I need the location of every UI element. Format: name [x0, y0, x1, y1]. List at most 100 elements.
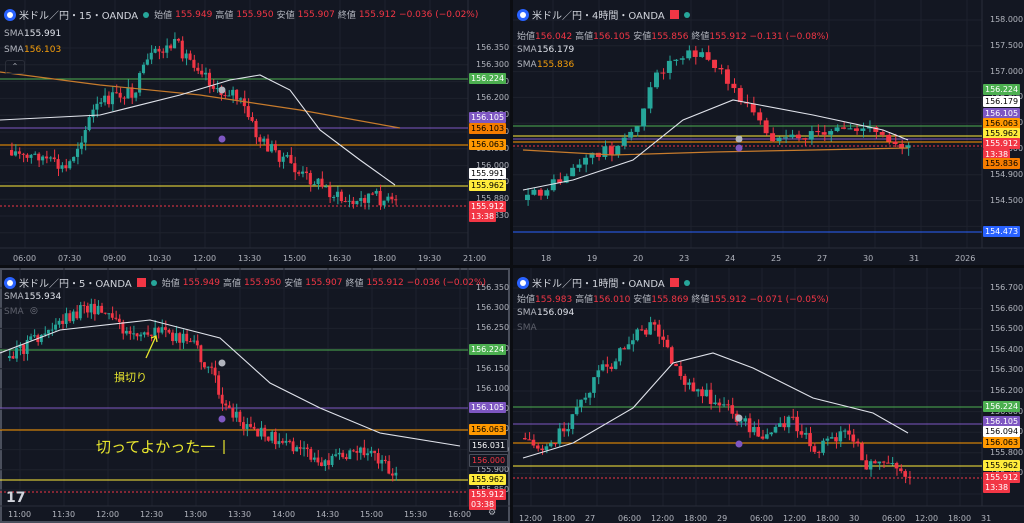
sma-legend-1[interactable]: SMA155.991 [4, 29, 62, 39]
sma-legend-1[interactable]: SMA155.934 [4, 292, 62, 302]
price-tag[interactable]: 155.962 [983, 460, 1021, 471]
candle-body [213, 367, 217, 376]
candle-body [881, 461, 886, 463]
sma-line-white[interactable] [0, 74, 396, 186]
candle-body [343, 201, 347, 203]
symbol-label[interactable]: 米ドル／円・4時間・OANDA [532, 11, 665, 22]
price-tag[interactable]: 156.000 [469, 454, 509, 467]
alert-purple-icon[interactable] [735, 144, 743, 152]
alert-clock-icon[interactable] [218, 86, 226, 94]
candle-body [304, 171, 308, 173]
alert-clock-icon[interactable] [735, 135, 743, 143]
price-tick-label: 156.500 [990, 324, 1024, 334]
price-tag[interactable]: 155.836 [983, 158, 1021, 169]
candle-body [262, 138, 266, 142]
settings-gear-icon[interactable]: ⚙ [488, 508, 497, 518]
candle-body [254, 120, 258, 138]
price-tag[interactable]: 13:38 [983, 482, 1011, 493]
alert-purple-icon[interactable] [218, 415, 226, 423]
chart-header: 米ドル／円・1時間・OANDA [517, 275, 692, 290]
price-tag[interactable]: 154.473 [983, 226, 1021, 237]
sma-line-orange[interactable] [522, 147, 909, 156]
alert-clock-icon[interactable] [735, 414, 743, 422]
price-tag[interactable]: 156.179 [983, 96, 1021, 107]
sma-line-white[interactable] [522, 352, 909, 459]
candle-body [609, 366, 614, 369]
sma-line-white[interactable] [0, 319, 461, 447]
price-tag[interactable]: 155.912 [983, 138, 1021, 149]
candle-body [678, 366, 683, 376]
chart-panel-1h[interactable]: 米ドル／円・1時間・OANDA 始値155.983 高値156.010 安値15… [513, 268, 1024, 523]
candle-body [557, 428, 562, 444]
candle-body [579, 399, 583, 408]
sma-legend-1[interactable]: SMA156.179 [517, 45, 575, 55]
price-tag[interactable]: 155.962 [469, 474, 507, 485]
candle-body [48, 157, 52, 159]
market-open-dot-icon [683, 11, 690, 18]
price-tag[interactable]: 156.103 [469, 123, 507, 134]
price-tag[interactable]: 155.962 [983, 128, 1021, 139]
price-tag[interactable]: 155.962 [469, 180, 507, 191]
candle-body [789, 134, 795, 138]
sma-legend-1[interactable]: SMA156.094 [517, 308, 575, 318]
alert-clock-icon[interactable] [218, 359, 226, 367]
symbol-label[interactable]: 米ドル／円・15・OANDA [19, 11, 139, 22]
chart-area[interactable] [0, 0, 510, 265]
change-value: −0.036 (−0.02%) [399, 9, 479, 20]
chart-panel-15min[interactable]: 米ドル／円・15・OANDA 始値 155.949 高値 155.950 安値 155… [0, 0, 510, 265]
price-tag[interactable]: 13:38 [469, 211, 497, 222]
price-tag[interactable]: 03:38 [469, 499, 497, 510]
price-tag[interactable]: 156.063 [983, 437, 1021, 448]
sma-legend-2-hidden[interactable]: SMA [4, 307, 24, 317]
price-tag[interactable]: 155.991 [469, 168, 507, 179]
chart-area[interactable] [513, 268, 1024, 523]
chart-area[interactable] [0, 268, 510, 523]
price-tag[interactable]: 156.224 [983, 401, 1021, 412]
sma-line-orange[interactable] [0, 71, 401, 129]
chart-area[interactable] [513, 0, 1024, 265]
sma-line-white[interactable] [522, 99, 909, 191]
price-tag[interactable]: 156.105 [983, 108, 1021, 119]
eye-hidden-icon[interactable]: ◎ [30, 306, 38, 316]
candle-body [281, 441, 284, 443]
price-tag[interactable]: 156.105 [469, 402, 507, 413]
chart-panel-4h[interactable]: 米ドル／円・4時間・OANDA 始値156.042 高値156.105 安値15… [513, 0, 1024, 265]
time-tick-label: 21:00 [463, 254, 487, 263]
alert-purple-icon[interactable] [218, 135, 226, 143]
tradingview-logo-icon[interactable]: 17 [6, 490, 26, 506]
price-tag[interactable]: 155.912 [469, 489, 507, 500]
price-tag[interactable]: 156.063 [469, 139, 507, 150]
price-tag[interactable]: 156.063 [469, 424, 507, 435]
sma-legend-2[interactable]: SMA156.103 [4, 45, 62, 55]
price-tag[interactable]: 155.912 [983, 472, 1021, 483]
price-tag[interactable]: 156.094 [983, 426, 1021, 437]
price-tag[interactable]: 156.031 [469, 439, 509, 452]
candle-body [273, 144, 277, 151]
time-tick-label: 13:30 [238, 254, 262, 263]
candle-body [770, 133, 776, 142]
collapse-legend-button[interactable]: ⌃ [5, 60, 25, 74]
price-tag[interactable]: 13:38 [983, 149, 1011, 160]
chart-panel-5min[interactable]: 米ドル／円・5・OANDA 始値 155.949 高値 155.950 安値 155.… [0, 268, 510, 523]
price-tag[interactable]: 156.105 [469, 112, 507, 123]
flag-icon [136, 278, 146, 287]
candle-body [355, 451, 359, 453]
candle-body [320, 178, 324, 187]
symbol-label[interactable]: 米ドル／円・1時間・OANDA [532, 279, 665, 290]
candle-body [718, 67, 724, 70]
candle-body [60, 165, 64, 169]
symbol-label[interactable]: 米ドル／円・5・OANDA [19, 279, 132, 290]
sma-legend-2[interactable]: SMA155.836 [517, 60, 575, 70]
price-tag[interactable]: 156.063 [983, 118, 1021, 129]
price-tag[interactable]: 156.224 [469, 73, 507, 84]
price-tick-label: 156.200 [476, 93, 510, 103]
candle-body [156, 327, 160, 333]
price-tag[interactable]: 155.912 [469, 201, 507, 212]
candle-body [259, 427, 263, 437]
price-tag[interactable]: 156.224 [983, 84, 1021, 95]
candle-body [281, 156, 285, 162]
sma-legend-2-hidden[interactable]: SMA [517, 323, 537, 333]
price-tag[interactable]: 156.224 [469, 344, 507, 355]
price-tag[interactable]: 156.105 [983, 416, 1021, 427]
alert-purple-icon[interactable] [735, 440, 743, 448]
